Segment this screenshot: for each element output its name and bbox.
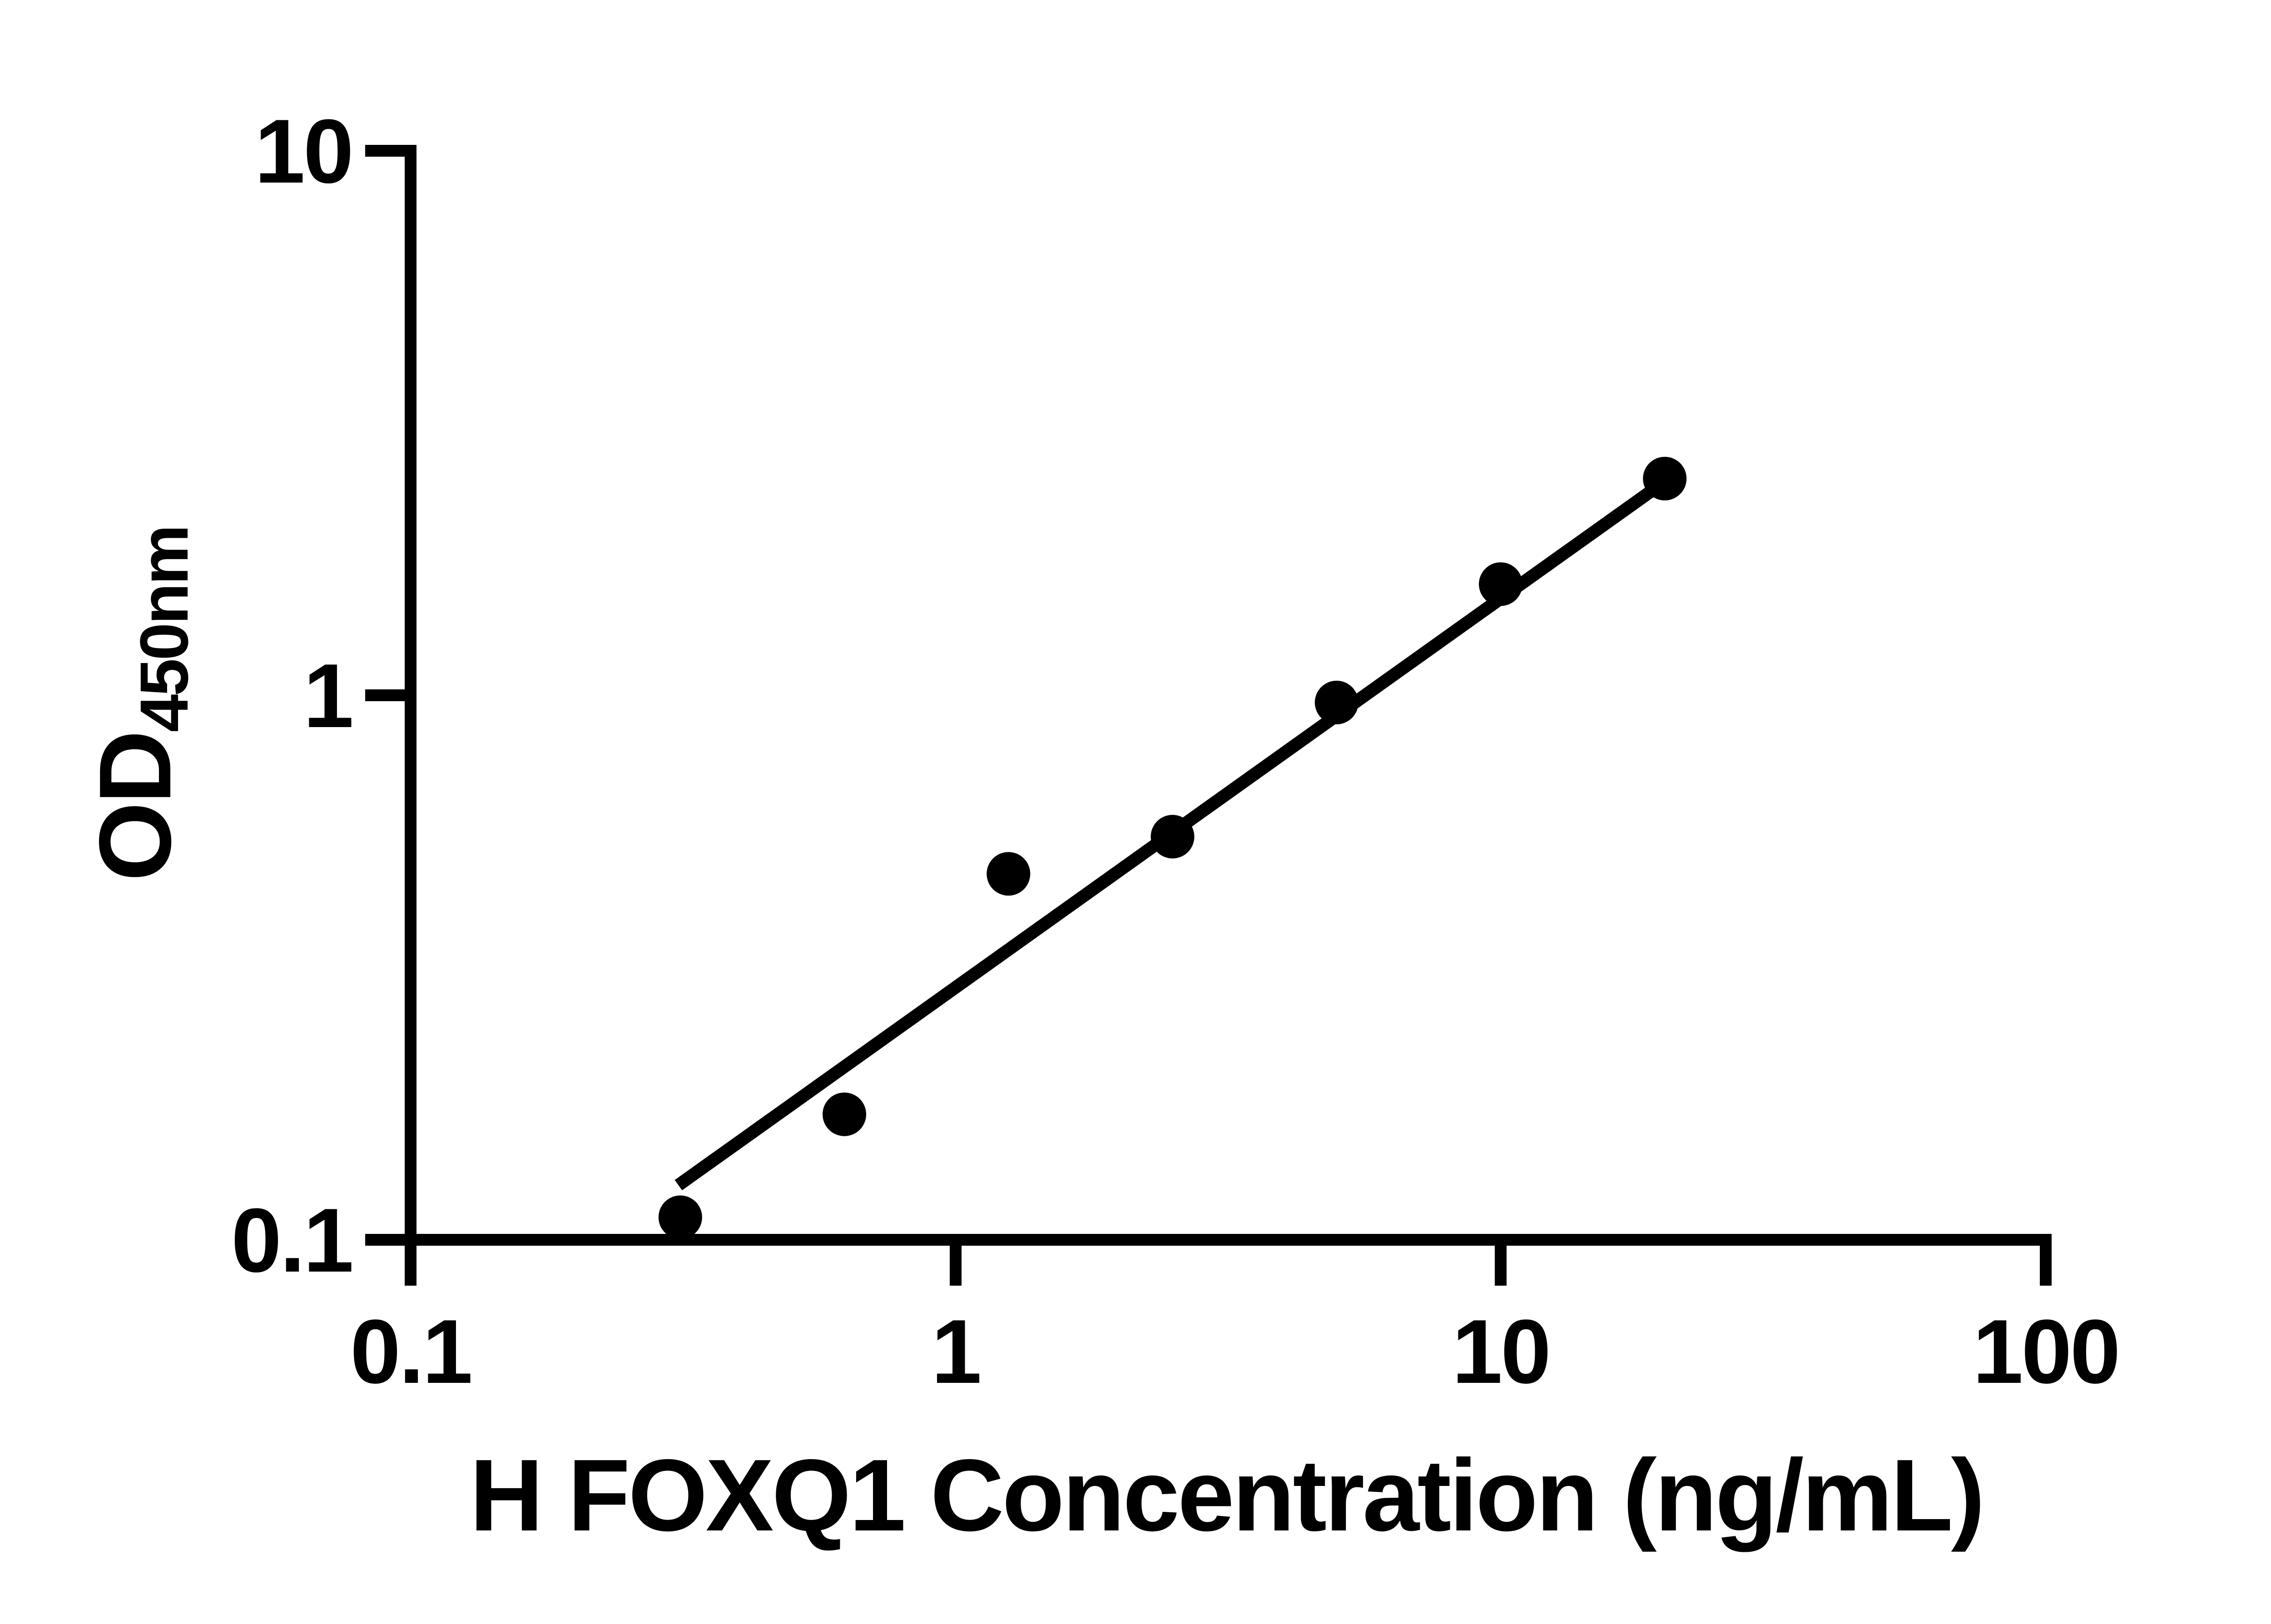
y-tick-label: 0.1 xyxy=(231,1190,352,1291)
x-tick-label: 100 xyxy=(1973,1301,2119,1402)
y-ticks: 10 1 0.1 xyxy=(231,101,411,1291)
data-point xyxy=(1643,456,1687,500)
data-point xyxy=(1479,562,1522,606)
y-axis-title-main: OD xyxy=(78,732,192,881)
y-axis-title-subscript: 450nm xyxy=(126,526,202,732)
x-ticks: 0.1 1 10 100 xyxy=(350,1240,2121,1402)
y-axis-title: OD450nm xyxy=(78,526,202,881)
x-tick-label: 0.1 xyxy=(350,1301,471,1402)
x-axis-title: H FOXQ1 Concentration (ng/mL) xyxy=(470,1438,1983,1552)
y-tick-label: 10 xyxy=(255,101,352,202)
x-tick-label: 10 xyxy=(1452,1301,1549,1402)
data-point xyxy=(987,852,1031,896)
data-point xyxy=(1150,815,1195,859)
data-points xyxy=(658,456,1687,1239)
data-point xyxy=(658,1195,702,1239)
data-point xyxy=(823,1092,867,1136)
x-tick-label: 1 xyxy=(931,1301,980,1402)
data-point xyxy=(1314,680,1359,724)
y-tick-label: 1 xyxy=(303,645,352,747)
axes xyxy=(365,145,2052,1286)
